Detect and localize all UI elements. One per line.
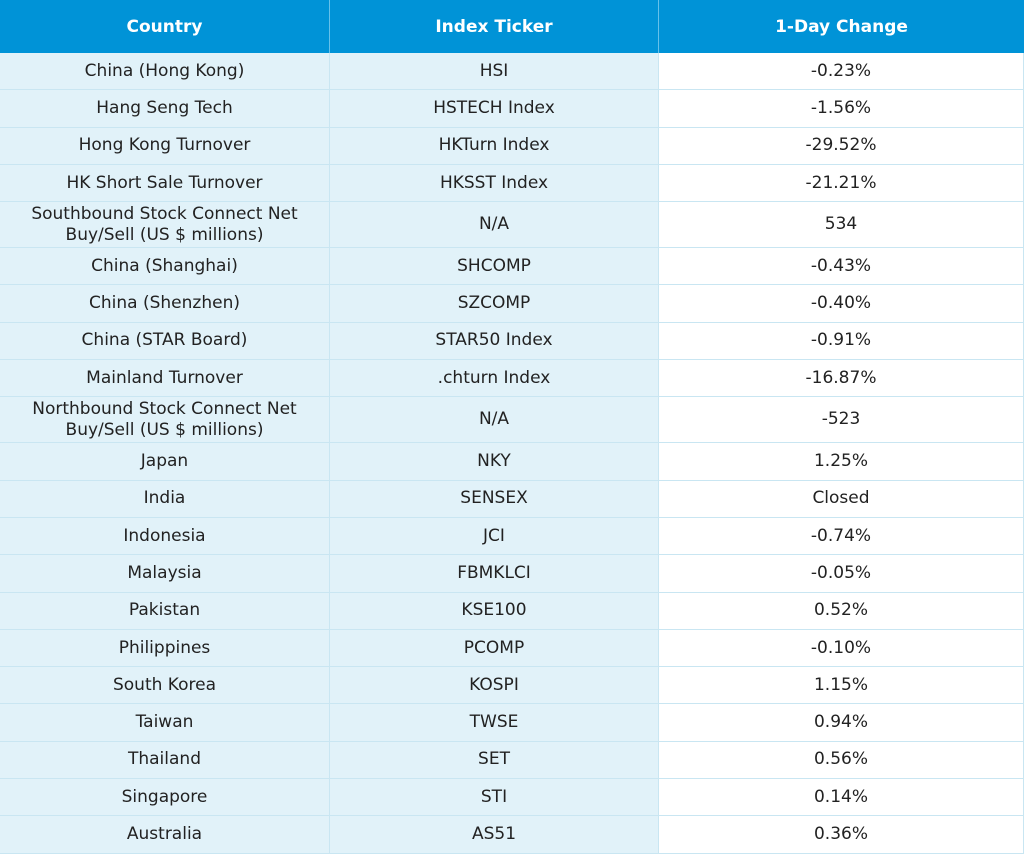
- cell-index-ticker: TWSE: [330, 704, 659, 742]
- cell-index-ticker: STAR50 Index: [330, 322, 659, 361]
- cell-index-ticker: NKY: [330, 443, 659, 481]
- cell-1-day-change: -0.43%: [659, 248, 1024, 286]
- header-index-ticker: Index Ticker: [330, 0, 659, 53]
- table-row: Malaysia FBMKLCI -0.05%: [0, 555, 1024, 593]
- cell-index-ticker: JCI: [330, 517, 659, 556]
- cell-index-ticker: N/A: [330, 202, 659, 249]
- table-row: Indonesia JCI -0.74%: [0, 517, 1024, 556]
- cell-index-ticker: SHCOMP: [330, 248, 659, 286]
- cell-country: India: [0, 480, 330, 518]
- cell-index-ticker: FBMKLCI: [330, 555, 659, 593]
- cell-index-ticker: SET: [330, 741, 659, 780]
- table-row: China (Shanghai) SHCOMP -0.43%: [0, 248, 1024, 286]
- table-row: Pakistan KSE100 0.52%: [0, 592, 1024, 630]
- table-row: Hang Seng Tech HSTECH Index -1.56%: [0, 90, 1024, 128]
- cell-index-ticker: STI: [330, 779, 659, 817]
- cell-1-day-change: -29.52%: [659, 127, 1024, 165]
- cell-1-day-change: -1.56%: [659, 90, 1024, 128]
- cell-index-ticker: HSI: [330, 53, 659, 91]
- table-body: China (Hong Kong) HSI -0.23% Hang Seng Tech…: [0, 53, 1024, 854]
- table-row: Philippines PCOMP -0.10%: [0, 629, 1024, 668]
- cell-1-day-change: 534: [659, 202, 1024, 249]
- cell-1-day-change: -0.05%: [659, 555, 1024, 593]
- cell-country: Hong Kong Turnover: [0, 127, 330, 165]
- table-row: Taiwan TWSE 0.94%: [0, 704, 1024, 742]
- cell-1-day-change: Closed: [659, 480, 1024, 518]
- table-row: Thailand SET 0.56%: [0, 741, 1024, 780]
- table-row: China (Hong Kong) HSI -0.23%: [0, 53, 1024, 91]
- cell-1-day-change: -0.74%: [659, 517, 1024, 556]
- cell-country: China (STAR Board): [0, 322, 330, 361]
- table-row: Southbound Stock Connect Net Buy/Sell (U…: [0, 202, 1024, 249]
- cell-country: Thailand: [0, 741, 330, 780]
- table-row: South Korea KOSPI 1.15%: [0, 667, 1024, 705]
- cell-country: Pakistan: [0, 592, 330, 630]
- cell-country: Philippines: [0, 629, 330, 668]
- table-row: Japan NKY 1.25%: [0, 443, 1024, 481]
- cell-country: Malaysia: [0, 555, 330, 593]
- cell-country: HK Short Sale Turnover: [0, 164, 330, 203]
- cell-country: Hang Seng Tech: [0, 90, 330, 128]
- cell-1-day-change: 1.25%: [659, 443, 1024, 481]
- cell-1-day-change: -16.87%: [659, 360, 1024, 398]
- table-row: China (STAR Board) STAR50 Index -0.91%: [0, 322, 1024, 361]
- cell-1-day-change: 0.36%: [659, 816, 1024, 854]
- cell-country: Southbound Stock Connect Net Buy/Sell (U…: [0, 202, 330, 249]
- table-row: China (Shenzhen) SZCOMP -0.40%: [0, 285, 1024, 323]
- table-row: India SENSEX Closed: [0, 480, 1024, 518]
- cell-index-ticker: HKTurn Index: [330, 127, 659, 165]
- cell-index-ticker: KOSPI: [330, 667, 659, 705]
- cell-country: China (Hong Kong): [0, 53, 330, 91]
- cell-1-day-change: -0.91%: [659, 322, 1024, 361]
- cell-1-day-change: 0.56%: [659, 741, 1024, 780]
- cell-1-day-change: 0.94%: [659, 704, 1024, 742]
- cell-1-day-change: 0.52%: [659, 592, 1024, 630]
- cell-1-day-change: -21.21%: [659, 164, 1024, 203]
- cell-index-ticker: HSTECH Index: [330, 90, 659, 128]
- cell-country: Japan: [0, 443, 330, 481]
- table-row: Mainland Turnover .chturn Index -16.87%: [0, 360, 1024, 398]
- table-row: HK Short Sale Turnover HKSST Index -21.21%: [0, 164, 1024, 203]
- header-country: Country: [0, 0, 330, 53]
- table-row: Singapore STI 0.14%: [0, 779, 1024, 817]
- cell-index-ticker: N/A: [330, 397, 659, 444]
- cell-1-day-change: -0.40%: [659, 285, 1024, 323]
- cell-country: Singapore: [0, 779, 330, 817]
- cell-country: Australia: [0, 816, 330, 854]
- cell-country: Northbound Stock Connect Net Buy/Sell (U…: [0, 397, 330, 444]
- cell-country: China (Shenzhen): [0, 285, 330, 323]
- cell-country: Mainland Turnover: [0, 360, 330, 398]
- cell-index-ticker: PCOMP: [330, 629, 659, 668]
- cell-country: Indonesia: [0, 517, 330, 556]
- cell-1-day-change: -523: [659, 397, 1024, 444]
- cell-index-ticker: .chturn Index: [330, 360, 659, 398]
- header-1-day-change: 1-Day Change: [659, 0, 1024, 53]
- cell-country: Taiwan: [0, 704, 330, 742]
- cell-1-day-change: 0.14%: [659, 779, 1024, 817]
- cell-country: China (Shanghai): [0, 248, 330, 286]
- table-row: Northbound Stock Connect Net Buy/Sell (U…: [0, 397, 1024, 444]
- cell-index-ticker: HKSST Index: [330, 164, 659, 203]
- cell-1-day-change: -0.10%: [659, 629, 1024, 668]
- cell-index-ticker: AS51: [330, 816, 659, 854]
- cell-1-day-change: 1.15%: [659, 667, 1024, 705]
- cell-index-ticker: SZCOMP: [330, 285, 659, 323]
- table-row: Australia AS51 0.36%: [0, 816, 1024, 854]
- header-row: Country Index Ticker 1-Day Change: [0, 0, 1024, 53]
- cell-1-day-change: -0.23%: [659, 53, 1024, 91]
- cell-index-ticker: KSE100: [330, 592, 659, 630]
- table-row: Hong Kong Turnover HKTurn Index -29.52%: [0, 127, 1024, 165]
- cell-country: South Korea: [0, 667, 330, 705]
- cell-index-ticker: SENSEX: [330, 480, 659, 518]
